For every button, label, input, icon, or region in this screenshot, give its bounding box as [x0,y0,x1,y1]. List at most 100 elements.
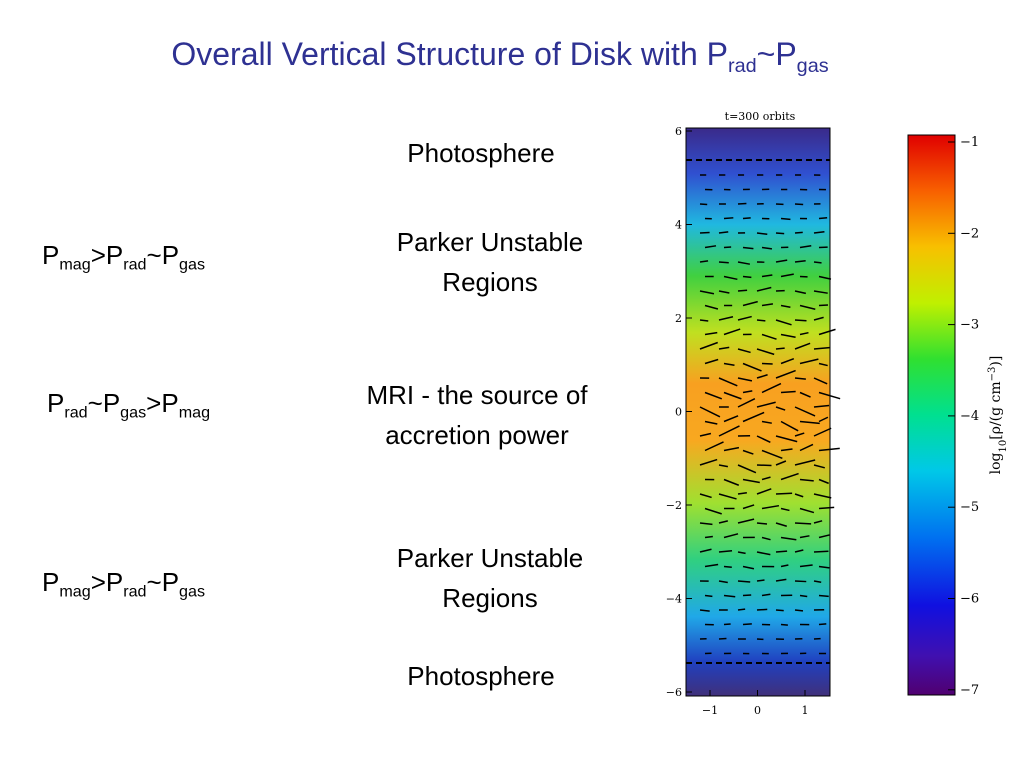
arrow [723,533,739,539]
arrow [780,564,789,568]
arrow [818,416,829,423]
arrow [699,231,710,234]
arrow [818,534,830,539]
y-tick-label: −4 [666,593,682,606]
arrow [699,406,721,418]
colorbar-tick-label: −6 [960,592,979,607]
text: >P [90,567,124,597]
regime-label: Prad~Pgas>Pmag [47,388,210,423]
arrow [756,579,765,582]
arrow [794,342,811,350]
arrow [756,551,771,556]
arrow [775,406,786,411]
arrow [761,274,773,278]
arrow [818,362,828,367]
arrow [718,346,730,350]
subscript: gas [796,54,829,77]
line: Regions [442,583,538,613]
arrow [761,246,773,250]
arrow [761,303,774,307]
subscript: mag [59,582,91,601]
arrow [794,290,807,295]
arrow [813,427,832,437]
arrow [737,315,752,321]
arrow [704,563,719,568]
arrow [775,492,793,495]
arrow [742,449,754,455]
arrow [799,594,808,598]
y-tick-label: 4 [675,219,682,232]
arrow [780,536,797,541]
arrow [756,522,768,525]
arrow [737,464,757,474]
arrow [799,443,814,452]
arrow [761,449,783,460]
slide-title: Overall Vertical Structure of Disk with … [0,36,1000,78]
arrow [775,609,784,612]
arrow [718,315,734,321]
arrow [818,478,829,485]
arrow [780,390,796,394]
arrow [756,435,771,444]
arrow [794,406,816,417]
arrow [775,369,796,379]
arrow [780,623,788,626]
arrow [799,331,809,336]
arrow [780,472,799,481]
colorbar-label: log10[ρ/(g cm−3)] [987,356,1009,475]
arrow [742,623,752,626]
line: MRI - the source of [366,380,588,410]
arrow [780,448,793,452]
arrow [718,231,729,234]
arrow [818,447,840,452]
arrow [704,441,724,452]
arrow [723,446,740,452]
arrow [704,420,718,425]
arrow [799,507,815,514]
text: P [42,240,60,270]
arrow [756,319,766,322]
arrow [761,504,780,510]
arrow [775,460,787,466]
arrow [718,290,730,294]
arrow [780,217,791,221]
arrow [718,549,733,553]
arrow [813,231,825,234]
arrow [813,346,830,350]
arrow [813,464,825,469]
figure-title: t=300 orbits [725,110,796,123]
y-tick-label: −2 [666,499,682,512]
arrow [742,275,752,279]
label-part: log [988,452,1004,474]
arrow [799,535,810,539]
x-tick-label: −1 [702,704,718,717]
arrow [704,331,718,336]
y-tick-label: −6 [666,686,682,699]
arrow [723,328,741,336]
arrow [818,565,830,569]
arrow [756,401,776,408]
arrow [756,464,772,467]
arrow [799,478,814,482]
arrow [742,478,760,484]
arrow [699,609,710,612]
text: >P [90,240,124,270]
arrow [799,304,816,311]
arrow [780,357,795,365]
arrow [794,203,804,206]
colorbar-tick-label: −2 [960,226,979,241]
arrow [780,507,790,512]
arrow [775,522,787,527]
arrow [723,594,736,598]
arrow [742,300,758,307]
text: P [42,567,60,597]
arrow [742,411,765,423]
arrow [718,520,729,524]
arrow [737,289,748,292]
arrow [699,319,709,322]
arrow [818,623,827,626]
arrow [780,333,796,339]
arrow [723,565,732,568]
arrow [794,580,807,583]
arrow [737,261,750,265]
